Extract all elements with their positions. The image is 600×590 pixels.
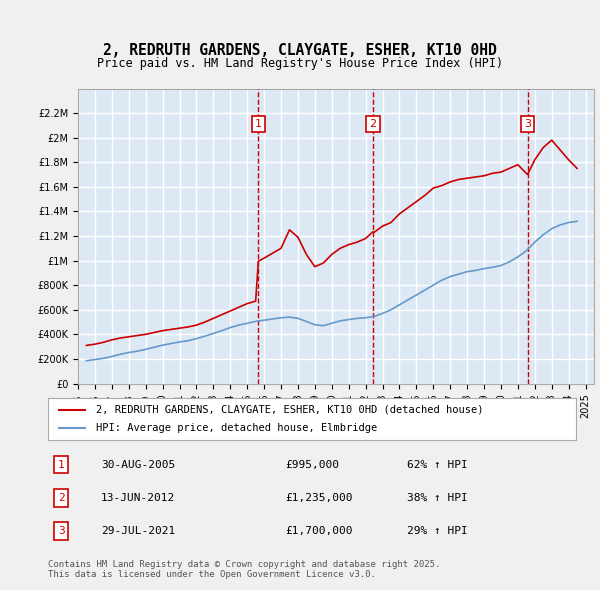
- Text: 29-JUL-2021: 29-JUL-2021: [101, 526, 175, 536]
- Text: Price paid vs. HM Land Registry's House Price Index (HPI): Price paid vs. HM Land Registry's House …: [97, 57, 503, 70]
- Text: 1: 1: [58, 460, 65, 470]
- Text: £995,000: £995,000: [286, 460, 340, 470]
- Text: 30-AUG-2005: 30-AUG-2005: [101, 460, 175, 470]
- Text: 2, REDRUTH GARDENS, CLAYGATE, ESHER, KT10 0HD: 2, REDRUTH GARDENS, CLAYGATE, ESHER, KT1…: [103, 42, 497, 58]
- Text: 1: 1: [255, 119, 262, 129]
- Text: £1,700,000: £1,700,000: [286, 526, 353, 536]
- Text: HPI: Average price, detached house, Elmbridge: HPI: Average price, detached house, Elmb…: [95, 423, 377, 433]
- Text: 13-JUN-2012: 13-JUN-2012: [101, 493, 175, 503]
- Text: 2, REDRUTH GARDENS, CLAYGATE, ESHER, KT10 0HD (detached house): 2, REDRUTH GARDENS, CLAYGATE, ESHER, KT1…: [95, 405, 483, 415]
- Text: 62% ↑ HPI: 62% ↑ HPI: [407, 460, 468, 470]
- Text: £1,235,000: £1,235,000: [286, 493, 353, 503]
- Text: 2: 2: [58, 493, 65, 503]
- Text: Contains HM Land Registry data © Crown copyright and database right 2025.
This d: Contains HM Land Registry data © Crown c…: [48, 560, 440, 579]
- Text: 3: 3: [58, 526, 65, 536]
- Text: 38% ↑ HPI: 38% ↑ HPI: [407, 493, 468, 503]
- Text: 3: 3: [524, 119, 531, 129]
- Text: 29% ↑ HPI: 29% ↑ HPI: [407, 526, 468, 536]
- Text: 2: 2: [370, 119, 377, 129]
